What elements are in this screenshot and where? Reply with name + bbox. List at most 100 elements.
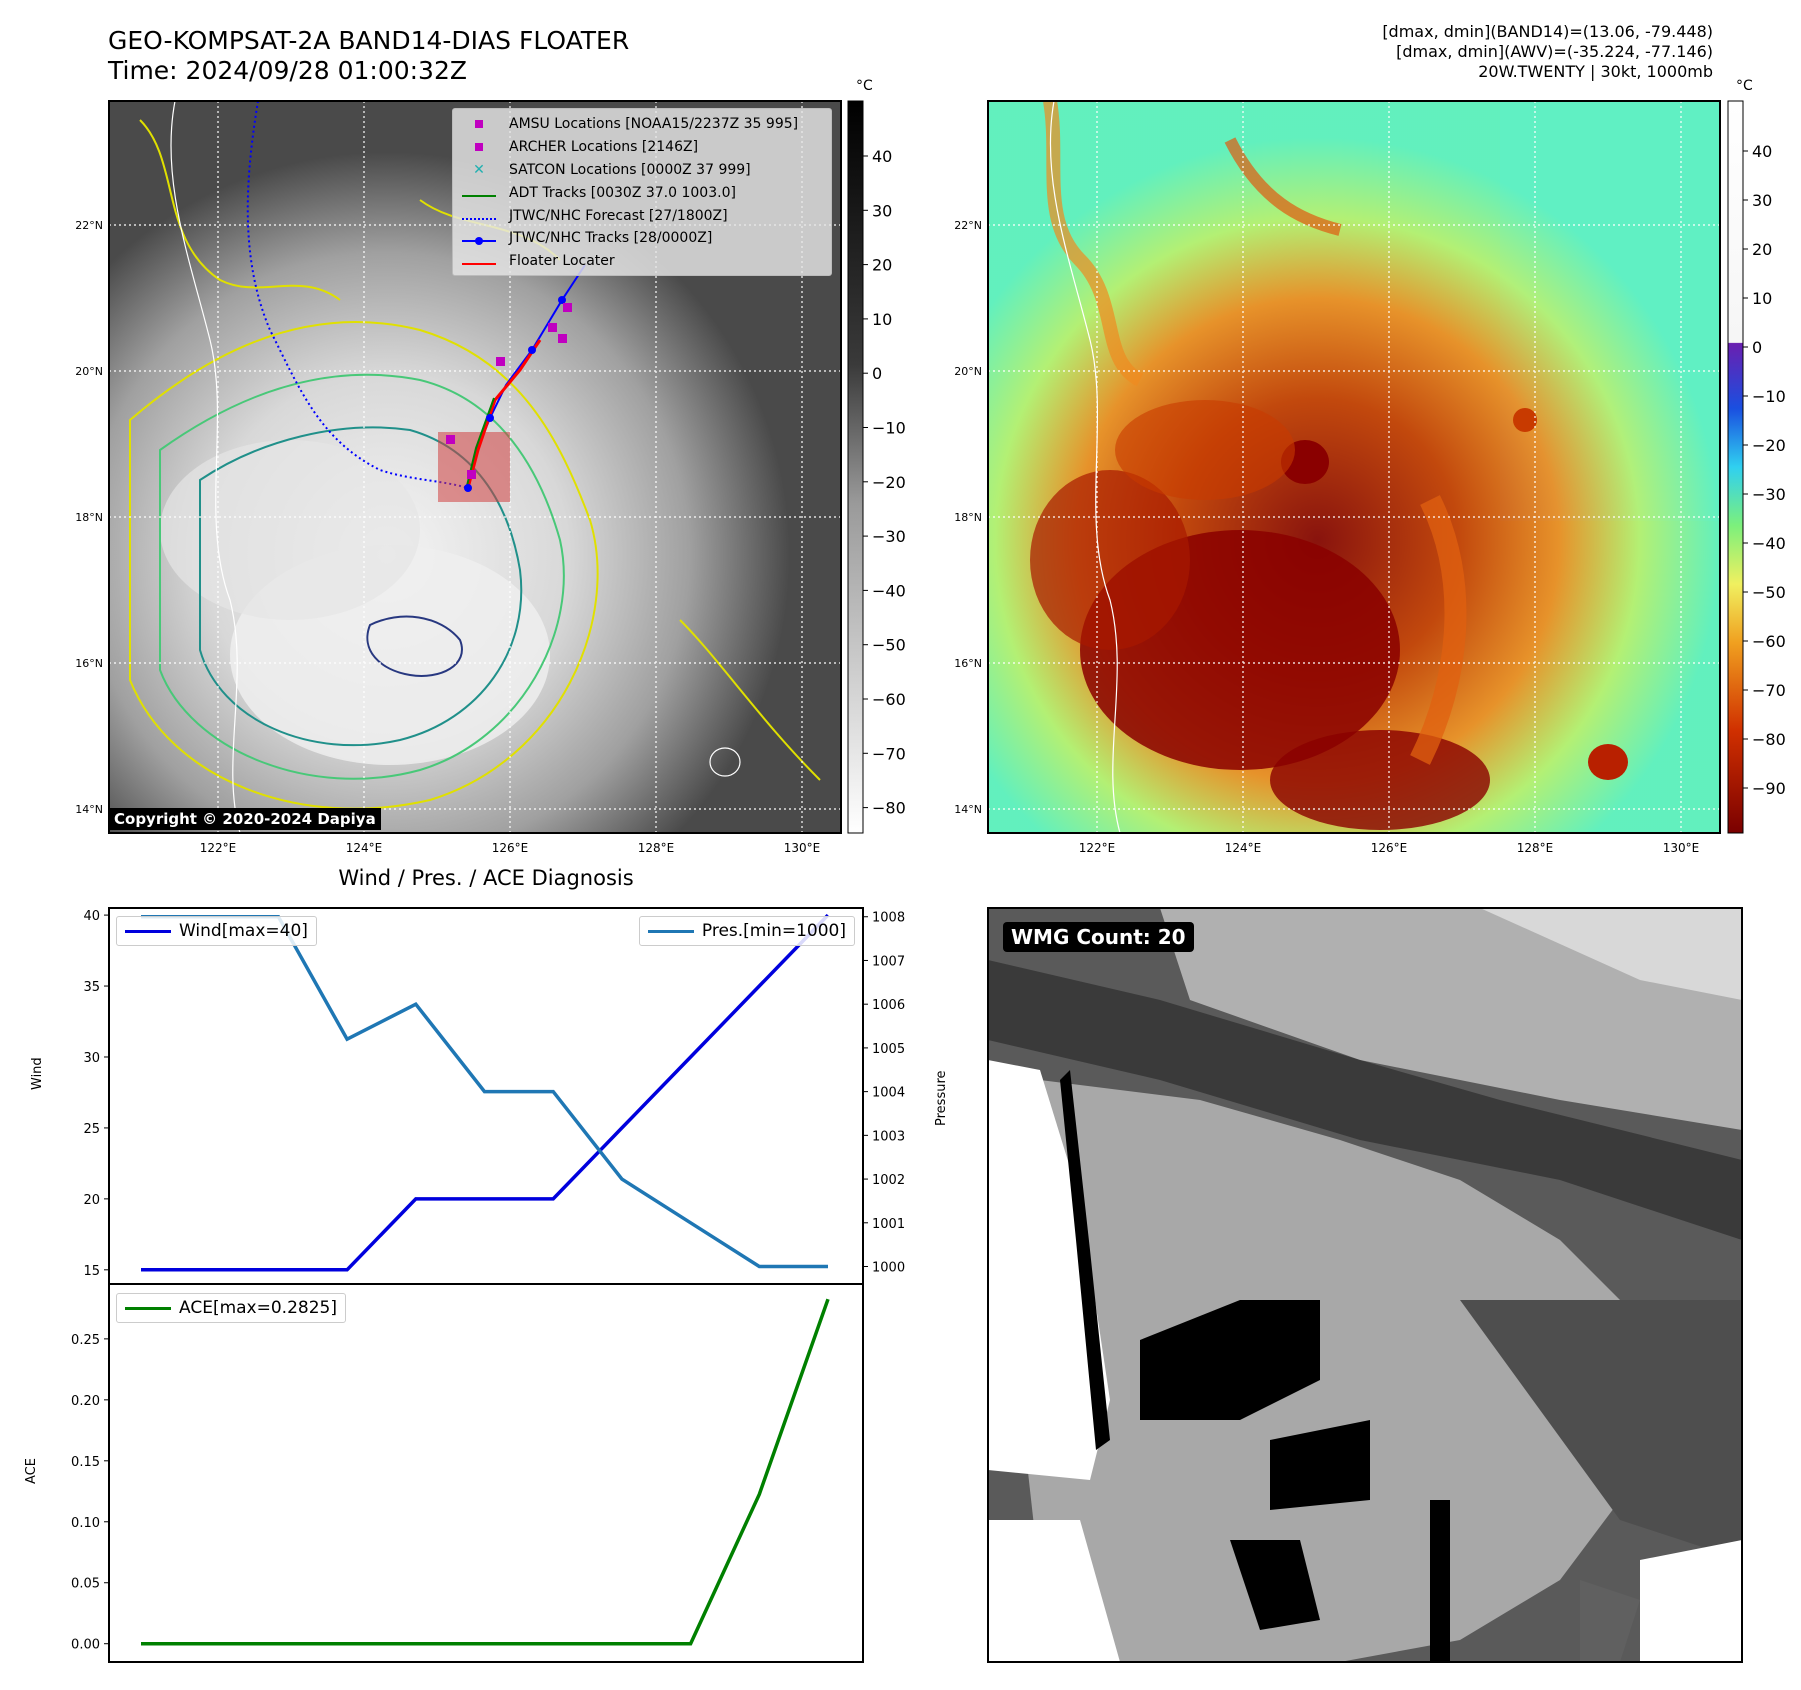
ir-colorbar-tick-label: −40: [872, 581, 906, 600]
awv-colorbar-tick-label: −30: [1752, 485, 1786, 504]
lon-tick-label: 126°E: [492, 841, 529, 855]
pressure-y-tick-label: 1005: [872, 1042, 905, 1057]
wind-legend-label: Wind[max=40]: [179, 921, 308, 941]
ir-legend-item: ✕ SATCON Locations [0000Z 37 999]: [461, 159, 831, 182]
lat-tick-label: 22°N: [954, 219, 982, 232]
ir-legend-swatch: [461, 256, 497, 266]
ir-colorbar-tick-label: 30: [872, 201, 892, 220]
ir-colorbar-tick-label: 0: [872, 364, 882, 383]
ir-colorbar-tick-label: 40: [872, 147, 892, 166]
lon-tick-label: 122°E: [1079, 841, 1116, 855]
pressure-y-tick-label: 1006: [872, 998, 905, 1013]
awv-colorbar-tick-label: −50: [1752, 583, 1786, 602]
pressure-y-tick-label: 1001: [872, 1217, 905, 1232]
lon-tick-label: 128°E: [1517, 841, 1554, 855]
lat-tick-label: 14°N: [75, 803, 103, 816]
awv-image: [988, 101, 1720, 833]
ace-legend: ACE[max=0.2825]: [116, 1293, 346, 1323]
ir-colorbar-tick-label: −10: [872, 419, 906, 438]
lat-tick-label: 16°N: [75, 657, 103, 670]
ir-legend: AMSU Locations [NOAA15/2237Z 35 995] ARCH…: [452, 108, 832, 276]
awv-colorbar-tick-label: −60: [1752, 632, 1786, 651]
lat-tick-label: 14°N: [954, 803, 982, 816]
wind-y-tick-label: 35: [83, 980, 100, 995]
awv-colorbar-tick-label: 10: [1752, 289, 1772, 308]
wind-y-tick-label: 20: [83, 1193, 100, 1208]
ace-legend-swatch: [125, 1306, 171, 1310]
awv-colorbar: [1727, 100, 1744, 834]
wind-y-tick-label: 30: [83, 1051, 100, 1066]
wmg-image: [988, 908, 1742, 1662]
awv-range: [dmax, dmin](AWV)=(-35.224, -77.146): [1396, 42, 1713, 61]
ir-legend-item: JTWC/NHC Tracks [28/0000Z]: [461, 227, 831, 250]
ace-series-line: [141, 1298, 830, 1646]
ir-colorbar-tick-label: −50: [872, 636, 906, 655]
ir-legend-swatch: [461, 142, 497, 152]
ace-y-tick-label: 0.15: [71, 1455, 100, 1470]
pressure-legend: Pres.[min=1000]: [638, 916, 855, 946]
awv-colorbar-tick-label: 20: [1752, 240, 1772, 259]
awv-frame: [987, 100, 1721, 834]
ace-frame: [108, 1283, 864, 1663]
awv-colorbar-tick-label: −20: [1752, 436, 1786, 455]
wmg-frame: [987, 907, 1743, 1663]
storm-info: [dmax, dmin](BAND14)=(13.06, -79.448) [d…: [1382, 22, 1713, 82]
ir-colorbar-tick-label: 10: [872, 310, 892, 329]
wind-series-line: [141, 913, 830, 1272]
ir-colorbar-tick-label: −60: [872, 690, 906, 709]
lat-tick-label: 18°N: [75, 511, 103, 524]
title-satellite: GEO-KOMPSAT-2A BAND14-DIAS FLOATER: [108, 26, 630, 55]
ir-legend-item: ARCHER Locations [2146Z]: [461, 136, 831, 159]
ir-legend-item: AMSU Locations [NOAA15/2237Z 35 995]: [461, 113, 831, 136]
ir-legend-swatch: [461, 211, 497, 221]
ir-legend-item: JTWC/NHC Forecast [27/1800Z]: [461, 204, 831, 227]
wmg-count-badge: WMG Count: 20: [1003, 922, 1194, 952]
awv-colorbar-tick-label: 40: [1752, 142, 1772, 161]
ir-legend-item: ADT Tracks [0030Z 37.0 1003.0]: [461, 181, 831, 204]
lon-tick-label: 128°E: [638, 841, 675, 855]
lat-tick-label: 18°N: [954, 511, 982, 524]
ir-colorbar-tick-label: −30: [872, 527, 906, 546]
band14-range: [dmax, dmin](BAND14)=(13.06, -79.448): [1382, 22, 1713, 41]
awv-colorbar-tick-label: −70: [1752, 681, 1786, 700]
pressure-y-tick-label: 1008: [872, 911, 905, 926]
wind-pres-frame: [108, 907, 864, 1285]
diagnosis-chart: [141, 913, 830, 1646]
awv-colorbar-tick-label: −10: [1752, 387, 1786, 406]
wind-legend: Wind[max=40]: [116, 916, 317, 946]
axis-ticks: 22°N 20°N 18°N 16°N 14°N 122°E 124°E 126°E 128°E…: [71, 142, 1786, 1653]
ir-legend-label: Floater Locater: [509, 253, 615, 270]
wmg-count-text: WMG Count: 20: [1011, 925, 1186, 949]
ir-legend-swatch: [461, 188, 497, 198]
wind-y-tick-label: 40: [83, 909, 100, 924]
diagnosis-title: Wind / Pres. / ACE Diagnosis: [338, 866, 634, 890]
ir-legend-item: Floater Locater: [461, 250, 831, 273]
pressure-y-tick-label: 1007: [872, 954, 905, 969]
wind-legend-swatch: [125, 929, 171, 933]
awv-colorbar-unit: °C: [1736, 78, 1753, 94]
copyright-text: Copyright © 2020-2024 Dapiya: [114, 810, 376, 828]
lon-tick-label: 130°E: [1663, 841, 1700, 855]
pressure-axis-label: Pressure: [934, 1070, 949, 1126]
awv-colorbar-tick-label: −80: [1752, 730, 1786, 749]
awv-colorbar-tick-label: −90: [1752, 779, 1786, 798]
awv-colorbar-tick-label: 0: [1752, 338, 1762, 357]
ace-legend-label: ACE[max=0.2825]: [179, 1298, 337, 1318]
ir-colorbar-tick-label: −70: [872, 744, 906, 763]
copyright-badge: Copyright © 2020-2024 Dapiya: [109, 808, 381, 830]
pressure-series-line: [141, 914, 828, 1269]
ir-legend-swatch: [461, 119, 497, 129]
lat-tick-label: 20°N: [75, 365, 103, 378]
ace-y-tick-label: 0.05: [71, 1577, 100, 1592]
ace-y-tick-label: 0.10: [71, 1516, 100, 1531]
ir-legend-swatch: [461, 233, 497, 246]
ir-colorbar-tick-label: −20: [872, 473, 906, 492]
ir-colorbar-tick-label: 20: [872, 256, 892, 275]
pressure-y-tick-label: 1002: [872, 1173, 905, 1188]
ir-legend-label: SATCON Locations [0000Z 37 999]: [509, 161, 751, 178]
ir-legend-label: JTWC/NHC Forecast [27/1800Z]: [509, 207, 728, 224]
pressure-y-tick-label: 1000: [872, 1261, 905, 1276]
lat-tick-label: 22°N: [75, 219, 103, 232]
wind-y-tick-label: 25: [83, 1122, 100, 1137]
